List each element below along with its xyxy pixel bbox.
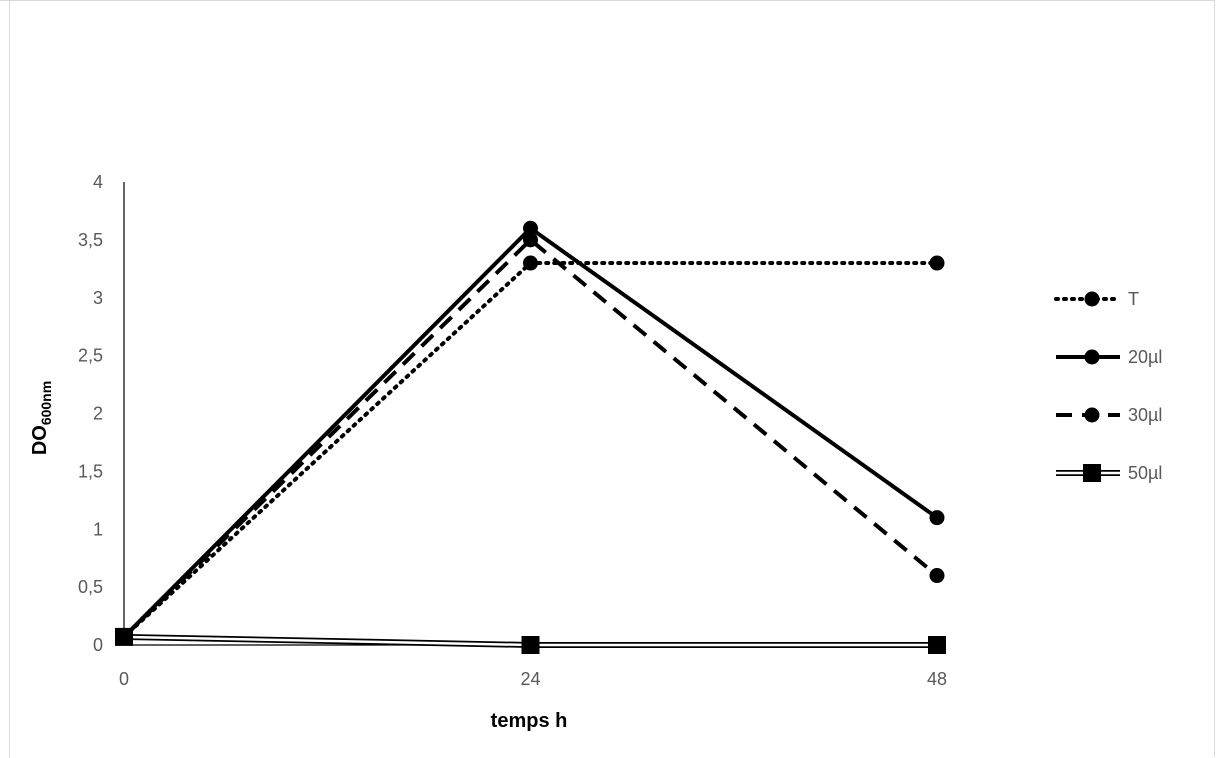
y-axis-title-main: DO [29,425,51,455]
y-tick-label: 1 [93,519,103,539]
y-tick-label: 1,5 [78,461,103,481]
legend-item-t: T [1054,289,1139,309]
legend: T 20µl 30µl 50µl [1054,289,1162,483]
y-tick-label: 2 [93,404,103,424]
series-20l [116,220,945,645]
data-point-20l [929,510,945,526]
chart-frame-left-edge [9,0,10,758]
legend-label-t: T [1128,289,1139,309]
legend-marker-30l [1084,407,1100,423]
y-tick-label: 2,5 [78,346,103,366]
series-line-t [122,261,939,639]
data-point-t [523,255,538,271]
y-tick-label: 3,5 [78,230,103,250]
legend-label-30l: 30µl [1128,405,1162,425]
data-point-20l [523,220,538,236]
data-point-50l [928,636,946,654]
y-tick-label: 0,5 [78,577,103,597]
legend-label-20l: 20µl [1128,347,1162,367]
series-line-20l [122,225,939,639]
legend-marker-t [1084,291,1100,307]
legend-item-50l: 50µl [1056,463,1162,483]
data-point-30l [523,232,538,248]
y-axis: 0 0,5 1 1,5 2 2,5 3 3,5 4 [78,172,125,655]
x-axis-title: temps h [491,710,568,732]
x-tick-label: 0 [119,669,129,689]
y-axis-title: DO600nm [29,381,54,455]
y-axis-title-subscript: 600nm [38,381,54,425]
x-tick-label: 48 [927,669,947,689]
legend-label-50l: 50µl [1128,463,1162,483]
series-50l [115,627,946,654]
data-point-t [116,629,132,645]
legend-marker-20l [1084,349,1100,365]
x-tick-label: 24 [520,669,540,689]
y-tick-label: 0 [93,635,103,655]
legend-item-20l: 20µl [1056,347,1162,367]
legend-item-30l: 30µl [1056,405,1162,425]
series-line-30l [122,237,939,639]
series-30l [116,232,945,645]
y-tick-label: 4 [93,172,103,192]
series-layer [115,220,946,654]
data-point-30l [929,568,945,584]
y-tick-label: 3 [93,288,103,308]
data-point-t [929,255,945,271]
legend-marker-50l [1083,464,1101,482]
series-t [116,255,945,645]
data-point-50l [521,636,540,654]
